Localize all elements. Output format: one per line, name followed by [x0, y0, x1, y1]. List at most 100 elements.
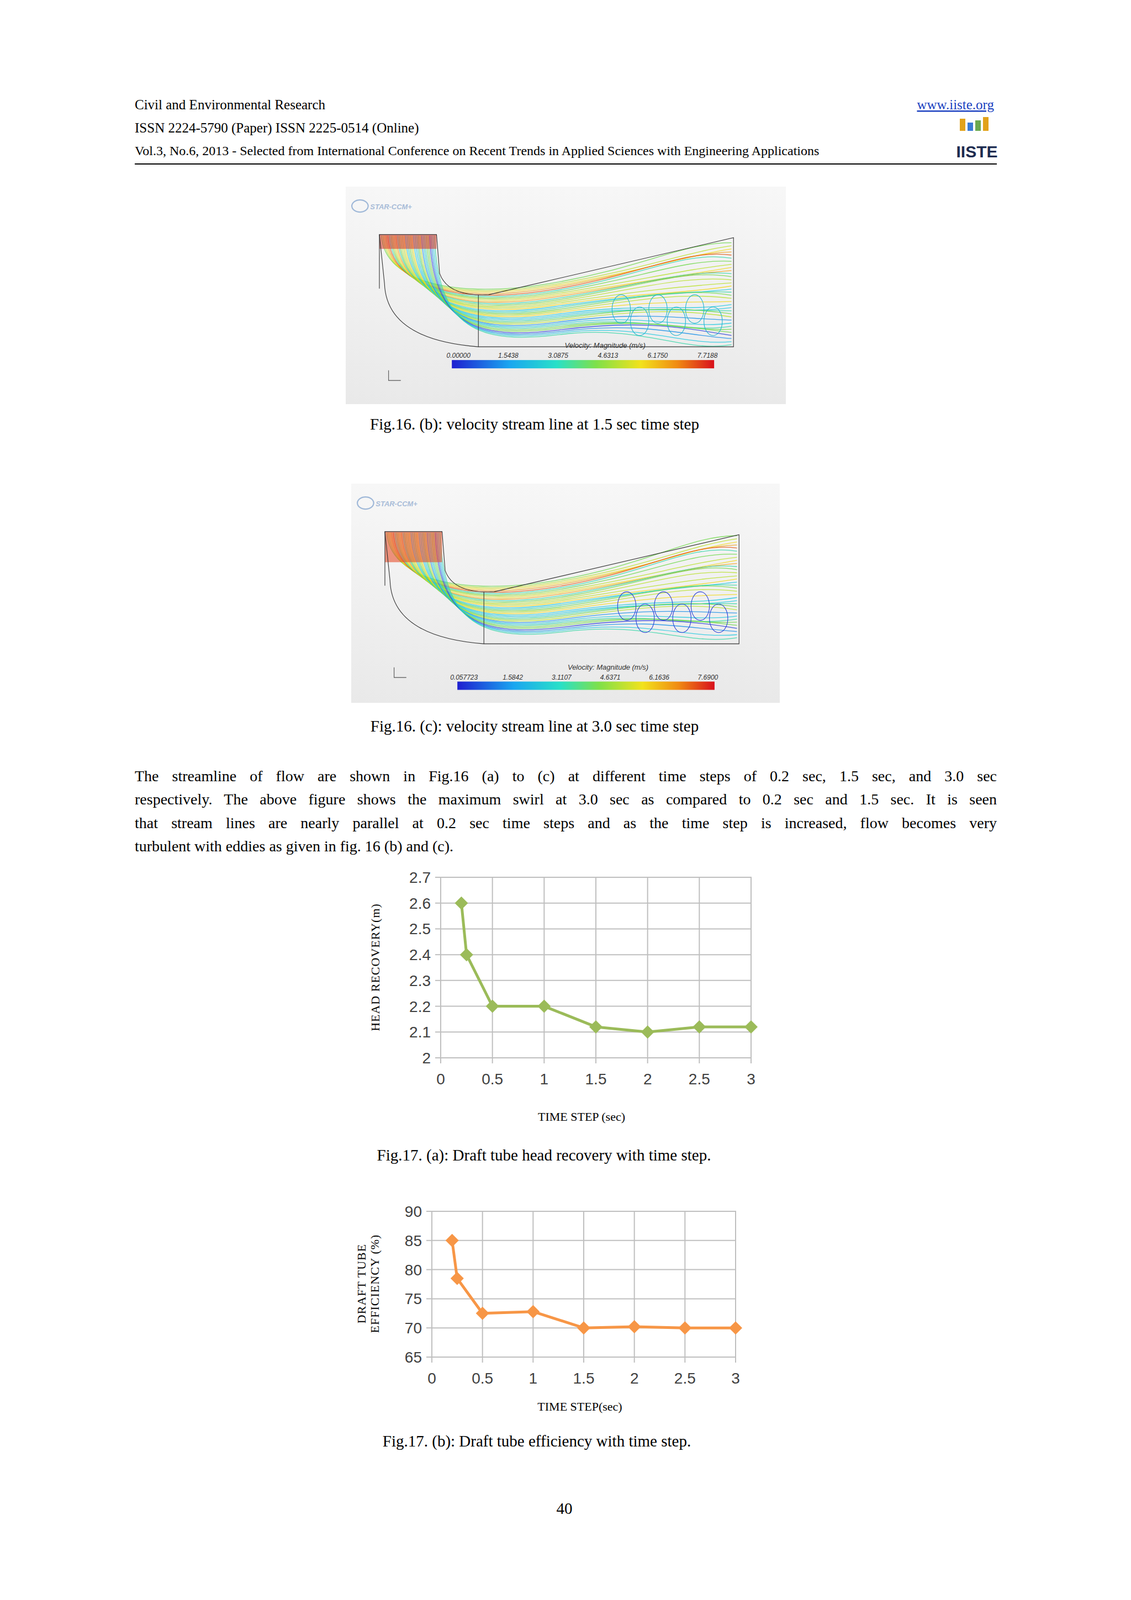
- colorbar-tick-label: 7.6900: [698, 673, 719, 682]
- x-tick-label: 2.5: [674, 1370, 696, 1388]
- data-marker: [589, 1020, 603, 1034]
- tick-y: [426, 1240, 432, 1242]
- logo-bar: [975, 120, 981, 131]
- x-tick-label: 2: [643, 1070, 653, 1088]
- streamline: [406, 532, 738, 605]
- y-tick-label: 2.1: [409, 1023, 431, 1041]
- data-line: [461, 903, 752, 1033]
- software-logo-mark: [357, 497, 374, 510]
- tick-y: [426, 1211, 432, 1213]
- streamline: [426, 235, 732, 331]
- logo-bar: [982, 117, 989, 131]
- colorbar-tick-label: 3.0875: [547, 351, 569, 360]
- streamline: [430, 532, 737, 626]
- eddy: [685, 294, 704, 324]
- colorbar-title: Velocity: Magnitude (m/s): [564, 341, 646, 350]
- data-marker: [460, 948, 474, 962]
- x-tick-label: 0.5: [471, 1370, 494, 1388]
- y-tick-label: 2.7: [409, 869, 431, 887]
- tick-y: [435, 876, 441, 879]
- tick-x: [647, 1058, 649, 1064]
- figure-caption: Fig.16. (c): velocity stream line at 3.0…: [370, 717, 699, 736]
- streamline: [404, 235, 732, 310]
- streamline: [434, 235, 732, 347]
- eddy: [648, 294, 668, 324]
- tick-y: [426, 1356, 432, 1358]
- section-line: [384, 531, 385, 586]
- grid-line-x: [482, 1211, 484, 1358]
- streamline: [399, 532, 738, 599]
- eddy: [709, 604, 728, 633]
- tube-outline: [379, 234, 734, 347]
- streamline: [427, 235, 732, 333]
- streamline: [422, 532, 738, 619]
- streamline: [402, 235, 732, 309]
- streamline: [440, 532, 738, 640]
- streamline: [423, 235, 732, 328]
- grid-line-x: [492, 877, 494, 1059]
- tick-y: [426, 1327, 432, 1329]
- logo-bar: [959, 118, 966, 131]
- logo-bar: [967, 122, 974, 131]
- data-marker: [537, 1000, 551, 1014]
- data-marker: [485, 1000, 500, 1014]
- y-tick-label: 2.3: [409, 972, 431, 990]
- streamline: [431, 235, 732, 339]
- axis-triad: [394, 667, 407, 678]
- grid-line-x: [684, 1211, 686, 1358]
- tick-x: [543, 1058, 545, 1064]
- eddy: [690, 592, 710, 621]
- streamline: [424, 532, 738, 621]
- x-tick-label: 1: [540, 1070, 549, 1088]
- tick-y: [426, 1298, 432, 1300]
- issn: ISSN 2224-5790 (Paper) ISSN 2225-0514 (O…: [134, 120, 420, 136]
- eddy: [654, 592, 673, 621]
- software-logo: STAR-CCM+: [375, 499, 418, 509]
- y-tick-label: 80: [404, 1261, 422, 1280]
- x-tick-label: 2.5: [688, 1070, 711, 1088]
- colorbar: [451, 360, 715, 369]
- tick-x: [750, 1058, 752, 1064]
- streamline: [428, 532, 737, 625]
- draft-tube: STAR-CCM+: [357, 497, 739, 678]
- tick-y: [435, 980, 441, 982]
- section-line: [378, 234, 380, 289]
- grid-line-x: [735, 1211, 737, 1358]
- streamline: [399, 235, 732, 306]
- y-axis-label: DRAFT TUBEEFFICIENCY (%): [354, 1234, 382, 1334]
- tick-x: [595, 1058, 597, 1064]
- colorbar-tick-label: 0.00000: [446, 351, 471, 360]
- streamline: [432, 235, 732, 343]
- y-tick-label: 2.4: [409, 946, 431, 964]
- data-marker: [728, 1321, 743, 1335]
- streamline: [415, 235, 732, 320]
- x-tick-label: 1: [529, 1370, 538, 1388]
- software-logo-mark: [351, 199, 369, 213]
- logo: IISTE: [955, 117, 998, 161]
- streamline: [411, 235, 732, 317]
- streamline: [407, 235, 732, 313]
- tick-y: [435, 1006, 441, 1008]
- tick-x: [698, 1058, 700, 1064]
- streamline: [436, 532, 738, 632]
- colorbar-tick-label: 4.6371: [600, 673, 621, 682]
- streamline: [413, 235, 732, 319]
- streamline: [429, 235, 732, 336]
- tube-outline: [384, 531, 739, 644]
- tick-y: [435, 1057, 441, 1059]
- label-line: DRAFT TUBE: [354, 1244, 369, 1324]
- paragraph-line: The streamline of flow are shown in Fig.…: [134, 767, 997, 786]
- tick-y: [435, 928, 441, 930]
- tick-x: [492, 1058, 494, 1064]
- data-group: [445, 1234, 743, 1335]
- y-tick-label: 90: [404, 1203, 422, 1221]
- eddy: [636, 604, 655, 633]
- tick-x: [440, 1058, 442, 1064]
- grid-line-x: [543, 877, 545, 1059]
- colorbar-tick-label: 1.5842: [502, 673, 523, 682]
- cfd-image: STAR-CCM+Velocity: Magnitude (m/s)0.0000…: [345, 186, 786, 405]
- tick-x: [684, 1357, 686, 1363]
- paragraph-line: turbulent with eddies as given in fig. 1…: [134, 837, 997, 856]
- tick-y: [435, 954, 441, 956]
- grid-line-x: [583, 1211, 585, 1358]
